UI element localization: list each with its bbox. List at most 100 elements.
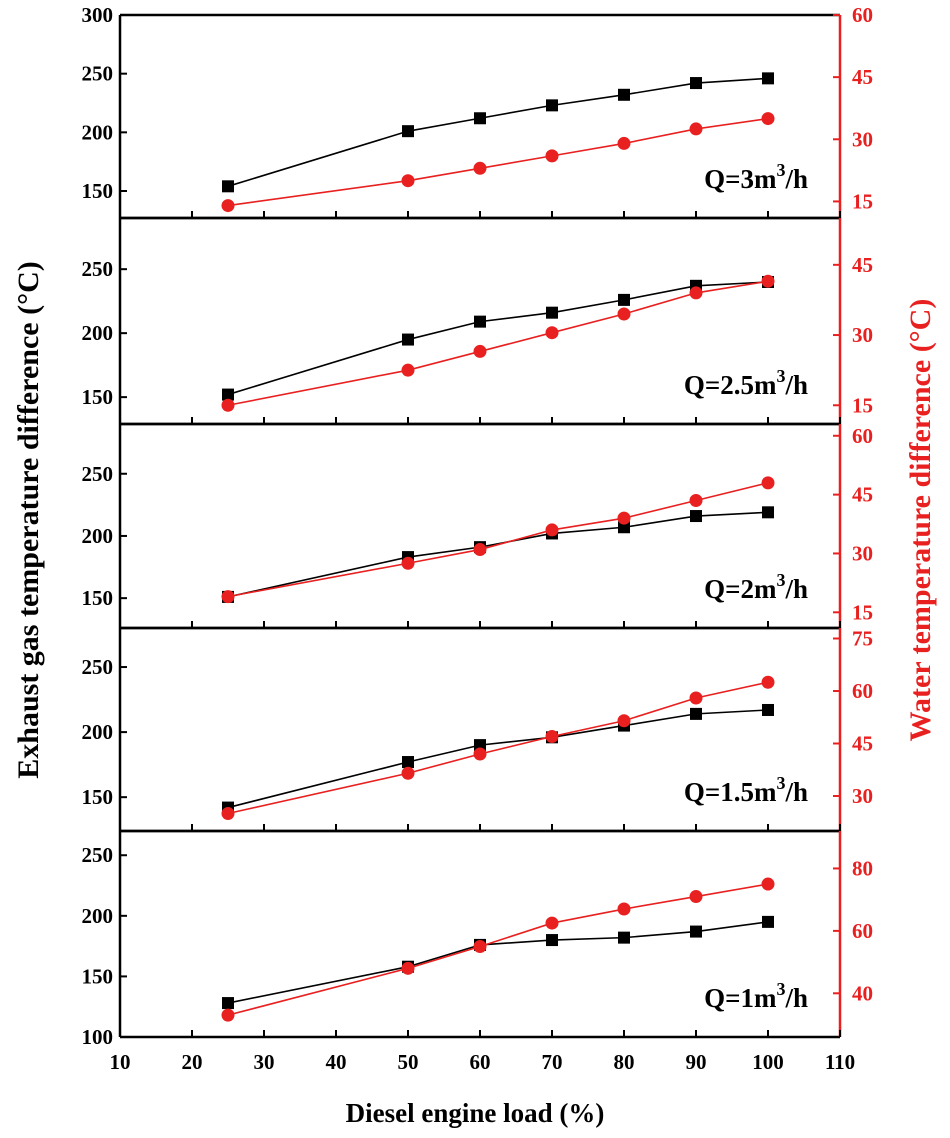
water-data-point: [545, 523, 559, 537]
right-tick-label: 30: [852, 784, 873, 808]
panel-flow-label-unit: /h: [784, 164, 808, 194]
right-tick-label: 30: [852, 323, 873, 347]
water-data-point: [689, 494, 703, 507]
water-data-point: [689, 890, 703, 904]
panel-4: 150 200 250 30 45 60 75 Q=1.5m3/h: [82, 627, 873, 833]
water-data-point: [761, 877, 775, 891]
water-data-point: [617, 902, 631, 916]
panel-3: 150 200 250 15 30 45 60 Q=2m3/h: [82, 422, 873, 630]
left-tick-label: 250: [82, 843, 114, 867]
exhaust-data-point: [690, 77, 702, 90]
panel-flow-label-text: Q=2m: [704, 574, 777, 604]
water-data-point: [401, 556, 415, 570]
right-tick-label: 60: [852, 679, 873, 703]
exhaust-data-point: [618, 521, 630, 534]
right-tick-label: 40: [852, 981, 873, 1005]
right-tick-label: 75: [852, 627, 873, 651]
exhaust-data-point: [618, 931, 630, 944]
water-series-line: [227, 883, 769, 1016]
left-tick-label: 250: [82, 257, 114, 281]
water-data-point: [761, 476, 775, 490]
x-tick-label: 30: [254, 1050, 275, 1074]
exhaust-data-point: [762, 703, 774, 716]
x-tick-label: 70: [542, 1050, 563, 1074]
panel-flow-label: Q=2.5m3/h: [684, 366, 808, 400]
exhaust-data-point: [762, 506, 774, 519]
panel-flow-label: Q=3m3/h: [704, 160, 808, 194]
exhaust-data-point: [474, 315, 486, 328]
panel-flow-label: Q=2m3/h: [704, 570, 808, 604]
water-data-point: [617, 136, 631, 150]
water-data-point: [617, 511, 631, 525]
exhaust-data-point: [618, 293, 630, 306]
panel-flow-label-unit: /h: [784, 777, 808, 807]
exhaust-data-point: [762, 72, 774, 85]
water-data-point: [617, 307, 631, 321]
x-tick-label: 60: [470, 1050, 491, 1074]
water-data-point: [401, 961, 415, 975]
panel-flow-label-sup: 3: [776, 366, 785, 386]
water-data-point: [545, 326, 559, 340]
exhaust-data-point: [402, 756, 414, 769]
panel-flow-label-sup: 3: [776, 570, 785, 590]
exhaust-data-point: [546, 99, 558, 112]
left-tick-label: 300: [82, 3, 114, 27]
left-tick-label: 200: [82, 720, 114, 744]
exhaust-data-point: [222, 388, 234, 401]
water-data-point: [545, 730, 559, 743]
exhaust-data-point: [546, 934, 558, 947]
exhaust-series-line: [227, 77, 769, 188]
panel-flow-label-unit: /h: [784, 370, 808, 400]
x-tick-label: 100: [752, 1050, 784, 1074]
left-tick-label: 200: [82, 120, 114, 144]
right-tick-label: 60: [852, 3, 873, 27]
water-data-point: [401, 766, 415, 780]
left-tick-label: 150: [82, 785, 114, 809]
x-tick-label: 20: [182, 1050, 203, 1074]
panel-flow-label: Q=1m3/h: [704, 979, 808, 1013]
water-data-point: [221, 590, 235, 604]
x-tick-label: 40: [326, 1050, 347, 1074]
exhaust-data-point: [546, 306, 558, 319]
water-data-point: [473, 543, 487, 557]
water-data-point: [221, 398, 235, 412]
right-tick-label: 30: [852, 541, 873, 565]
water-data-point: [545, 149, 559, 163]
water-data-point: [473, 344, 487, 358]
water-data-point: [689, 691, 703, 705]
left-tick-label: 200: [82, 321, 114, 345]
water-data-point: [761, 675, 775, 689]
x-tick-label: 80: [614, 1050, 635, 1074]
left-tick-label: 150: [82, 964, 114, 988]
left-tick-label: 150: [82, 385, 114, 409]
x-tick-label: 90: [686, 1050, 707, 1074]
panel-flow-label-unit: /h: [784, 574, 808, 604]
left-axis-title: Exhaust gas temperature difference (°C): [12, 261, 45, 778]
water-data-point: [617, 714, 631, 728]
left-tick-label: 250: [82, 62, 114, 86]
left-tick-label: 250: [82, 655, 114, 679]
exhaust-data-point: [762, 915, 774, 928]
water-data-point: [761, 274, 775, 288]
right-tick-label: 45: [852, 732, 873, 756]
right-tick-label: 30: [852, 127, 873, 151]
panel-flow-label-text: Q=3m: [704, 164, 777, 194]
exhaust-data-point: [690, 707, 702, 720]
right-tick-label: 15: [852, 393, 873, 417]
left-tick-label: 250: [82, 462, 114, 486]
water-data-point: [473, 747, 487, 761]
right-tick-label: 15: [852, 600, 873, 624]
left-tick-label: 150: [82, 179, 114, 203]
exhaust-series-line: [227, 511, 769, 598]
water-data-point: [473, 161, 487, 175]
left-tick-label: 150: [82, 586, 114, 610]
panel-2: 150 200 250 15 30 45 Q=2.5m3/h: [82, 216, 873, 426]
x-tick-label: 110: [825, 1050, 855, 1074]
panel-flow-label-text: Q=1m: [704, 983, 777, 1013]
water-data-point: [473, 939, 487, 953]
right-tick-label: 45: [852, 483, 873, 507]
right-tick-label: 60: [852, 919, 873, 943]
exhaust-data-point: [690, 925, 702, 938]
exhaust-data-point: [474, 739, 486, 752]
exhaust-data-point: [690, 510, 702, 523]
